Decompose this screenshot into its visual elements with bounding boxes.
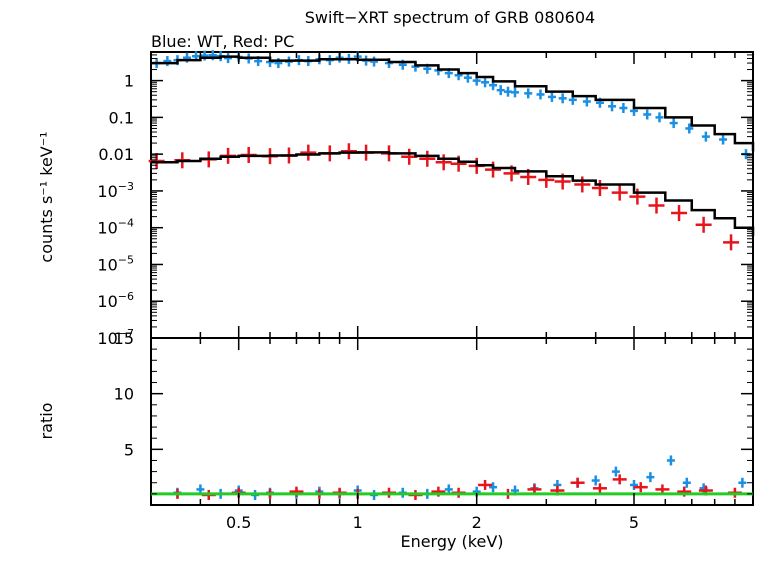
y-axis-label-ratio: ratio [37,403,56,440]
model-line-wt [151,55,755,152]
chart-title: Swift−XRT spectrum of GRB 080604 [305,8,595,27]
y-tick-label: 10−6 [97,290,134,311]
x-tick-label: 1 [353,513,363,532]
y-tick-label: 10−3 [97,180,134,201]
ratio-y-tick-label: 5 [124,440,134,459]
y-tick-label: 0.01 [98,145,134,164]
y-axis-label-spectrum: counts s⁻¹ keV⁻¹ [37,131,56,262]
chart-subtitle: Blue: WT, Red: PC [151,32,294,51]
ratio-panel-frame [150,337,754,506]
x-tick-label: 0.5 [226,513,251,532]
y-tick-label: 1 [124,72,134,91]
y-tick-label: 10−4 [97,217,134,238]
y-tick-label: 10−5 [97,253,134,274]
ratio-y-tick-label: 10 [114,385,134,404]
ratio-y-tick-label: 15 [114,329,134,348]
y-tick-label: 0.1 [109,108,134,127]
x-axis-label: Energy (keV) [400,532,503,551]
x-tick-label: 2 [472,513,482,532]
model-line-pc [151,151,755,236]
spectrum-panel-frame [150,51,754,339]
x-tick-label: 5 [629,513,639,532]
y-tick-label: 10−7 [97,327,134,348]
